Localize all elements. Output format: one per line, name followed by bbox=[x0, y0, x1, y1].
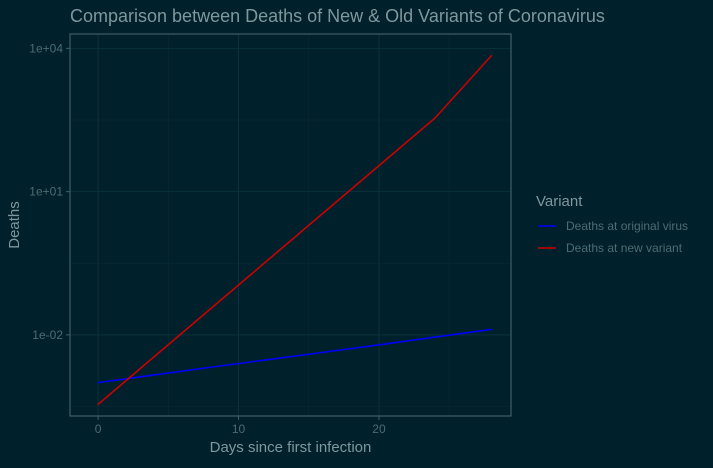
y-tick-label: 1e+01 bbox=[29, 185, 63, 199]
legend-title: Variant bbox=[536, 193, 583, 210]
y-tick-label: 1e-02 bbox=[32, 328, 63, 342]
series-layer bbox=[97, 54, 493, 406]
x-axis-title: Days since first infection bbox=[210, 439, 372, 456]
series-line-2 bbox=[97, 54, 493, 406]
legend-label-1: Deaths at original virus bbox=[566, 219, 688, 233]
grid bbox=[70, 34, 511, 416]
chart-title: Comparison between Deaths of New & Old V… bbox=[70, 6, 605, 26]
x-tick-label: 10 bbox=[232, 422, 246, 436]
legend: Variant Deaths at original virus Deaths a… bbox=[536, 193, 688, 255]
x-tick-label: 20 bbox=[372, 422, 386, 436]
x-tick-label: 0 bbox=[95, 422, 102, 436]
y-tick-label: 1e+04 bbox=[29, 41, 63, 55]
y-axis-title: Deaths bbox=[6, 201, 23, 249]
axis-ticks: 0 10 20 1e-02 1e+01 1e+04 bbox=[29, 41, 386, 436]
series-line-1 bbox=[97, 328, 493, 384]
legend-label-2: Deaths at new variant bbox=[566, 241, 683, 255]
plot-panel-border bbox=[69, 33, 512, 417]
